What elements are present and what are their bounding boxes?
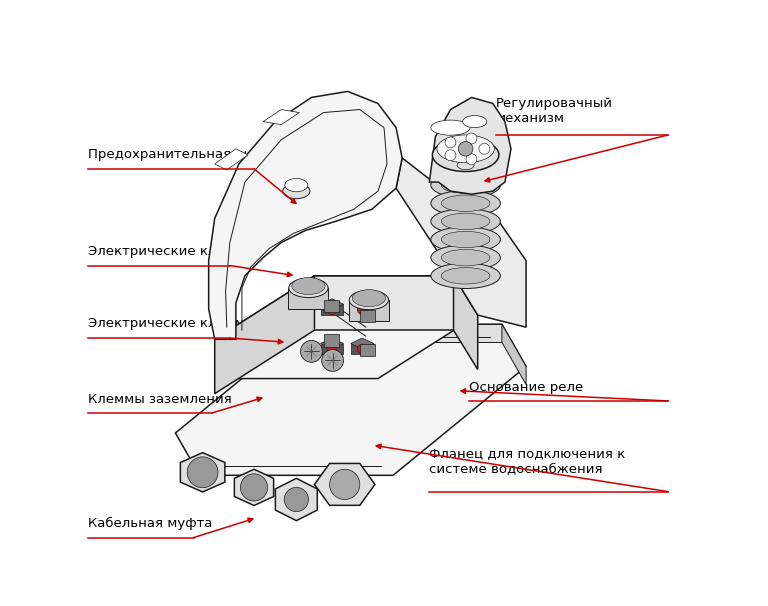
Ellipse shape — [431, 245, 501, 270]
Circle shape — [240, 474, 267, 501]
Polygon shape — [320, 299, 343, 310]
Circle shape — [466, 154, 477, 165]
Polygon shape — [502, 324, 526, 385]
Circle shape — [445, 137, 456, 148]
Text: Регулировачный
механизм: Регулировачный механизм — [496, 96, 613, 125]
Polygon shape — [320, 344, 343, 355]
Polygon shape — [320, 304, 343, 315]
Bar — [360, 344, 375, 356]
Polygon shape — [314, 464, 375, 505]
Bar — [323, 300, 339, 312]
Circle shape — [284, 487, 309, 511]
Ellipse shape — [432, 138, 499, 171]
Ellipse shape — [431, 227, 501, 252]
Ellipse shape — [431, 263, 501, 288]
Circle shape — [445, 150, 456, 161]
Polygon shape — [209, 92, 402, 339]
Polygon shape — [320, 338, 343, 349]
Circle shape — [466, 133, 477, 144]
Ellipse shape — [431, 208, 501, 234]
Ellipse shape — [442, 195, 490, 211]
Polygon shape — [215, 276, 314, 394]
Ellipse shape — [431, 120, 470, 135]
Text: Электрические клеммы: Электрические клеммы — [88, 317, 255, 330]
Circle shape — [327, 305, 337, 315]
Ellipse shape — [442, 231, 490, 248]
Ellipse shape — [442, 267, 490, 284]
Polygon shape — [429, 98, 511, 194]
Ellipse shape — [289, 278, 328, 298]
Polygon shape — [351, 304, 374, 315]
Text: Основание реле: Основание реле — [468, 381, 583, 394]
Ellipse shape — [462, 116, 487, 128]
Polygon shape — [215, 149, 248, 170]
Ellipse shape — [442, 177, 490, 193]
Polygon shape — [314, 276, 454, 330]
Ellipse shape — [457, 161, 474, 170]
Text: Клеммы заземления: Клеммы заземления — [88, 393, 231, 406]
Polygon shape — [234, 469, 273, 505]
Ellipse shape — [285, 178, 308, 191]
Polygon shape — [180, 453, 225, 492]
Ellipse shape — [283, 184, 310, 199]
Ellipse shape — [349, 290, 389, 310]
Bar — [360, 310, 375, 322]
Polygon shape — [215, 276, 478, 379]
Ellipse shape — [442, 213, 490, 230]
Circle shape — [300, 341, 323, 362]
Polygon shape — [175, 324, 526, 475]
Circle shape — [479, 144, 490, 155]
Circle shape — [357, 344, 367, 354]
Polygon shape — [289, 288, 329, 309]
Text: Предохранительная кнопка: Предохранительная кнопка — [88, 148, 285, 161]
Ellipse shape — [442, 250, 490, 266]
Polygon shape — [351, 338, 374, 349]
Polygon shape — [396, 158, 526, 327]
Ellipse shape — [431, 172, 501, 198]
Circle shape — [329, 469, 360, 499]
Text: Кабельная муфта: Кабельная муфта — [88, 517, 212, 530]
Ellipse shape — [437, 135, 495, 163]
Bar — [323, 335, 339, 347]
Ellipse shape — [353, 290, 386, 307]
Text: Фланец для подключения к
системе водоснабжения: Фланец для подключения к системе водосна… — [429, 447, 626, 475]
Circle shape — [327, 344, 337, 354]
Polygon shape — [263, 110, 300, 125]
Circle shape — [458, 142, 473, 156]
Ellipse shape — [292, 278, 325, 295]
Circle shape — [322, 350, 343, 371]
Polygon shape — [309, 324, 502, 342]
Polygon shape — [454, 276, 478, 370]
Polygon shape — [276, 478, 317, 521]
Circle shape — [357, 305, 367, 315]
Circle shape — [187, 457, 218, 488]
Polygon shape — [351, 299, 374, 310]
Ellipse shape — [431, 190, 501, 216]
Text: Электрические клеммы: Электрические клеммы — [88, 245, 255, 258]
Polygon shape — [349, 300, 389, 321]
Polygon shape — [351, 344, 374, 355]
